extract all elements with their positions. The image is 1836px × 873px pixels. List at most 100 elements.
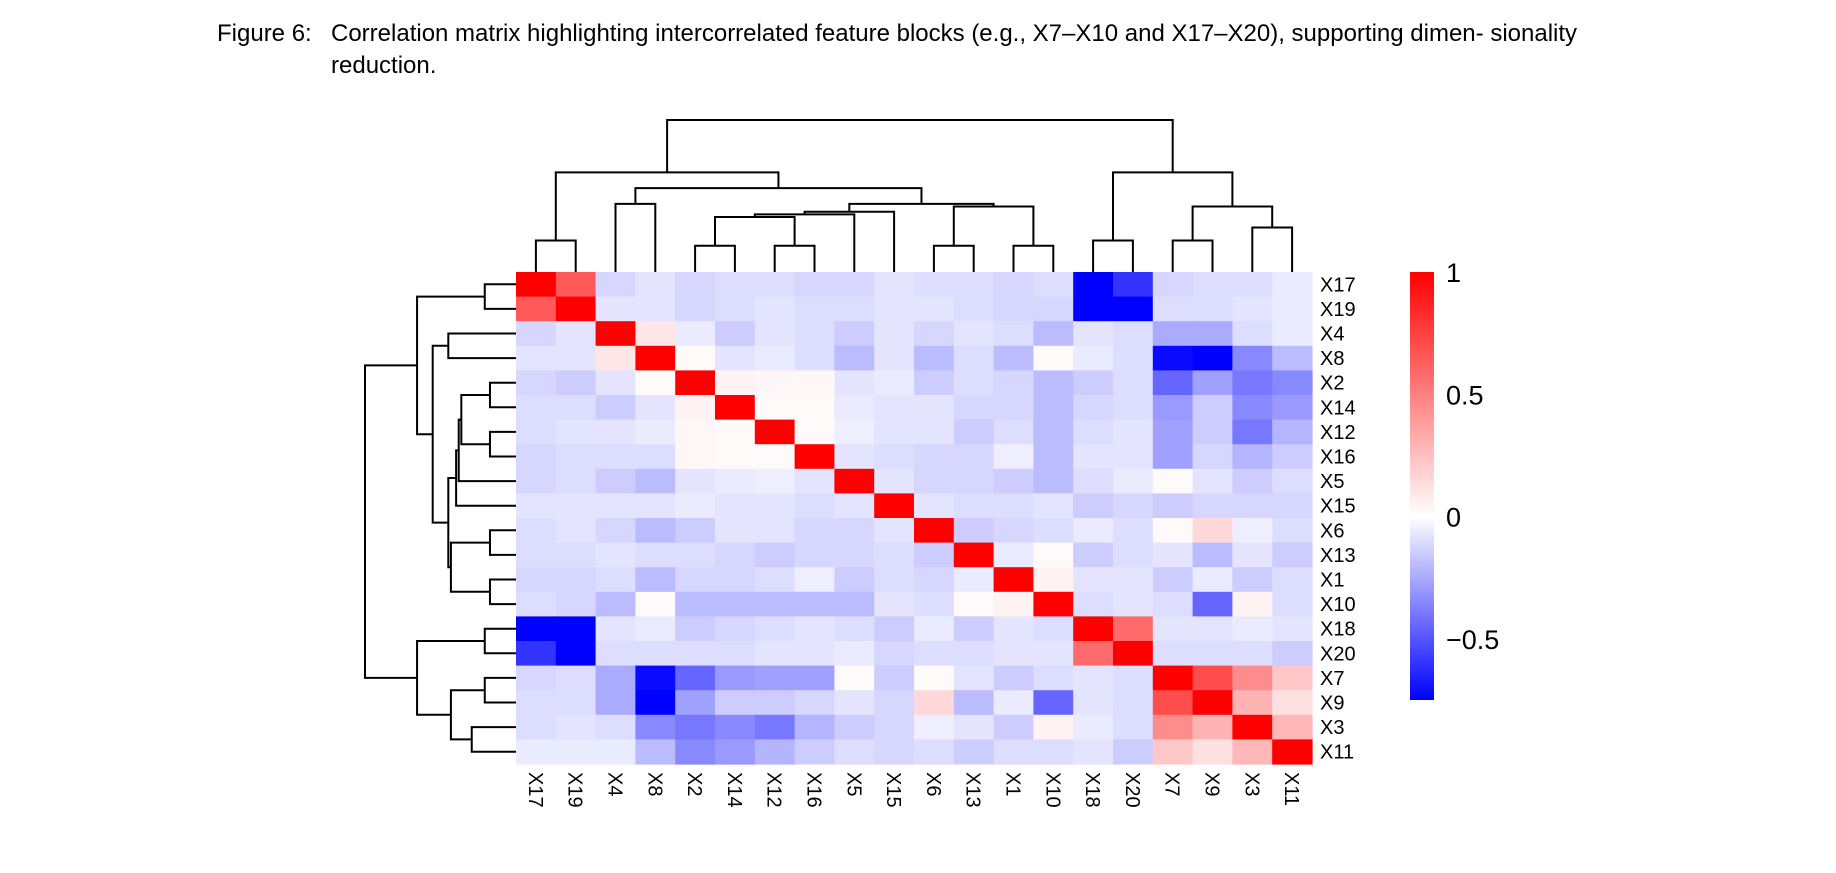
- heatmap-cell-X3-X13: [953, 714, 995, 740]
- heatmap-cell-X19-X19: [555, 296, 597, 322]
- heatmap-cell-X12-X13: [953, 419, 995, 445]
- heatmap-cell-X13-X11: [1272, 542, 1313, 568]
- heatmap-cell-X7-X8: [635, 665, 676, 691]
- heatmap-cell-X1-X4: [595, 567, 636, 593]
- heatmap-cell-X13-X20: [1113, 542, 1154, 568]
- heatmap-cell-X7-X20: [1113, 665, 1154, 691]
- heatmap-cell-X19-X10: [1033, 296, 1074, 322]
- heatmap-cell-X13-X14: [715, 542, 756, 568]
- heatmap-cell-X19-X17: [516, 296, 557, 322]
- heatmap-cell-X19-X2: [675, 296, 716, 322]
- heatmap-cell-X6-X18: [1073, 518, 1114, 544]
- heatmap-cell-X2-X11: [1272, 370, 1313, 396]
- row-dendrogram-link: [447, 477, 457, 569]
- column-labels: X17 X19 X4 X8 X2 X14 X12 X16 X5 X15 X6 X13 X1 X10 X18 X…: [524, 772, 1302, 808]
- col-label-X16: X16: [803, 772, 825, 808]
- heatmap-cell-X14-X17: [516, 395, 557, 421]
- row-label-X8: X8: [1320, 348, 1344, 370]
- heatmap-cell-X19-X5: [834, 296, 875, 322]
- heatmap-cell-X6-X14: [715, 518, 756, 544]
- heatmap-cell-X1-X9: [1192, 567, 1233, 593]
- heatmap-cell-X4-X8: [635, 321, 676, 347]
- column-dendrogram-link: [848, 202, 995, 212]
- row-dendrogram: [364, 283, 516, 753]
- heatmap-cell-X12-X19: [555, 419, 597, 445]
- row-dendrogram-link: [416, 295, 485, 436]
- heatmap-cell-X7-X1: [993, 665, 1034, 691]
- heatmap-cell-X18-X14: [715, 616, 756, 642]
- row-label-X16: X16: [1320, 447, 1356, 469]
- heatmap-cell-X12-X9: [1192, 419, 1233, 445]
- heatmap-cell-X18-X7: [1152, 616, 1194, 642]
- row-dendrogram-link: [470, 726, 516, 753]
- heatmap-cell-X12-X1: [993, 419, 1034, 445]
- heatmap-cell-X16-X1: [993, 444, 1034, 470]
- heatmap-cell-X13-X18: [1073, 542, 1114, 568]
- heatmap-cell-X5-X1: [993, 468, 1034, 494]
- heatmap-cell-X8-X5: [834, 345, 875, 371]
- heatmap-cell-X13-X3: [1232, 542, 1273, 568]
- heatmap-cell-X14-X12: [754, 395, 796, 421]
- heatmap-cell-X1-X20: [1113, 567, 1154, 593]
- heatmap-cell-X4-X5: [834, 321, 875, 347]
- heatmap-cell-X18-X2: [675, 616, 716, 642]
- heatmap-cell-X7-X11: [1272, 665, 1313, 691]
- heatmap-cell-X3-X8: [635, 714, 676, 740]
- heatmap-cell-X3-X15: [874, 714, 915, 740]
- heatmap-cell-X3-X10: [1033, 714, 1074, 740]
- heatmap-cell-X20-X5: [834, 641, 875, 667]
- col-label-X15: X15: [882, 772, 904, 808]
- heatmap-cell-X8-X7: [1152, 345, 1194, 371]
- heatmap-cell-X15-X9: [1192, 493, 1233, 519]
- heatmap-cell-X5-X12: [754, 468, 796, 494]
- heatmap-cell-X2-X9: [1192, 370, 1233, 396]
- heatmap-cell-X14-X8: [635, 395, 676, 421]
- heatmap-cell-X3-X5: [834, 714, 875, 740]
- heatmap-cell-X2-X10: [1033, 370, 1074, 396]
- heatmap-cell-X15-X1: [993, 493, 1034, 519]
- heatmap-cell-X18-X9: [1192, 616, 1233, 642]
- heatmap-cell-X2-X3: [1232, 370, 1273, 396]
- heatmap-cell-X8-X18: [1073, 345, 1114, 371]
- column-dendrogram-link: [534, 239, 577, 272]
- heatmap-cell-X3-X6: [914, 714, 955, 740]
- heatmap-cell-X12-X7: [1152, 419, 1194, 445]
- heatmap-cell-X8-X10: [1033, 345, 1074, 371]
- heatmap-cell-X18-X13: [953, 616, 995, 642]
- heatmap-cell-X17-X14: [715, 272, 756, 298]
- heatmap-cell-X3-X20: [1113, 714, 1154, 740]
- heatmap-cell-X18-X6: [914, 616, 955, 642]
- heatmap-cell-X6-X19: [555, 518, 597, 544]
- row-dendrogram-link: [449, 541, 490, 593]
- heatmap-cell-X10-X14: [715, 591, 756, 617]
- heatmap-cell-X19-X1: [993, 296, 1034, 322]
- heatmap-cell-X8-X20: [1113, 345, 1154, 371]
- heatmap-cell-X20-X8: [635, 641, 676, 667]
- column-dendrogram-link: [753, 213, 856, 272]
- heatmap-cell-X6-X12: [754, 518, 796, 544]
- heatmap-cell-X1-X5: [834, 567, 875, 593]
- heatmap-cell-X5-X13: [953, 468, 995, 494]
- heatmap-cell-X14-X5: [834, 395, 875, 421]
- row-dendrogram-link: [449, 689, 485, 741]
- heatmap-cell-X9-X6: [914, 690, 955, 716]
- col-label-X11: X11: [1280, 772, 1302, 806]
- heatmap-cell-X2-X15: [874, 370, 915, 396]
- col-label-X5: X5: [842, 772, 864, 796]
- heatmap-cell-X2-X17: [516, 370, 557, 396]
- heatmap-cell-X15-X6: [914, 493, 955, 519]
- column-dendrogram-link: [694, 244, 736, 272]
- row-dendrogram-link: [455, 449, 516, 507]
- heatmap-cell-X18-X10: [1033, 616, 1074, 642]
- heatmap-cell-X16-X19: [555, 444, 597, 470]
- heatmap-cell-X6-X8: [635, 518, 676, 544]
- heatmap-cell-X8-X1: [993, 345, 1034, 371]
- heatmap-cell-X7-X4: [595, 665, 636, 691]
- heatmap-cell-X8-X19: [555, 345, 597, 371]
- heatmap-cell-X11-X3: [1232, 739, 1273, 765]
- heatmap-cell-X19-X7: [1152, 296, 1194, 322]
- heatmap-cell-X17-X5: [834, 272, 875, 298]
- heatmap-cell-X13-X1: [993, 542, 1034, 568]
- heatmap-cell-X10-X9: [1192, 591, 1233, 617]
- heatmap-cell-X16-X16: [794, 444, 835, 470]
